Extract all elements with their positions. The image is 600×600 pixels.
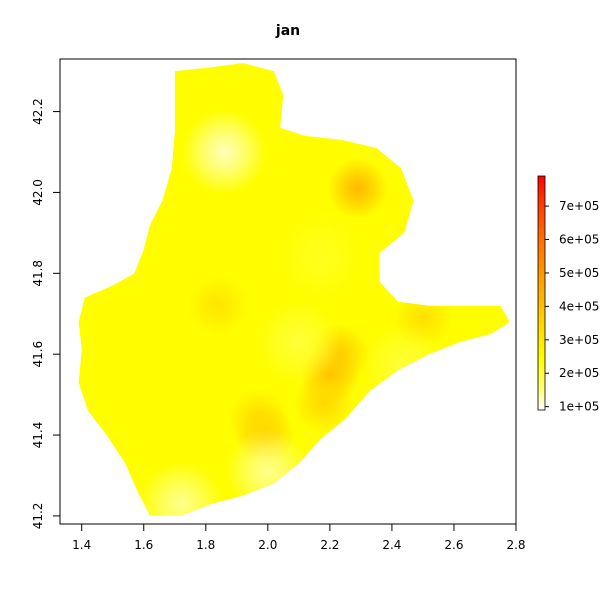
x-tick-label: 2.0 bbox=[258, 538, 277, 552]
legend-tick-label: 2e+05 bbox=[559, 366, 599, 380]
x-axis: 1.4 1.6 1.8 2.0 2.2 2.4 2.6 2.8 bbox=[72, 524, 526, 552]
legend-tick-label: 5e+05 bbox=[559, 266, 599, 280]
x-tick-label: 1.6 bbox=[134, 538, 153, 552]
x-tick-label: 1.4 bbox=[72, 538, 91, 552]
heat-hotspot bbox=[182, 110, 267, 194]
legend-tick-label: 4e+05 bbox=[559, 299, 599, 313]
color-legend: 1e+05 2e+05 3e+05 4e+05 5e+05 6e+05 7e+05 bbox=[537, 175, 599, 414]
heat-hotspot bbox=[256, 300, 341, 385]
heat-hotspot bbox=[225, 429, 310, 514]
x-tick-label: 1.8 bbox=[196, 538, 215, 552]
legend-tick-label: 3e+05 bbox=[559, 333, 599, 347]
heat-hotspot bbox=[278, 215, 363, 300]
heat-hotspot bbox=[293, 372, 354, 433]
legend-tick-label: 6e+05 bbox=[559, 233, 599, 247]
x-tick-label: 2.2 bbox=[320, 538, 339, 552]
heat-hotspot bbox=[188, 275, 249, 336]
x-tick-label: 2.4 bbox=[382, 538, 401, 552]
heat-hotspot bbox=[138, 461, 223, 516]
legend-tick-label: 7e+05 bbox=[559, 199, 599, 213]
heatmap-region bbox=[78, 63, 510, 516]
x-tick-label: 2.8 bbox=[506, 538, 525, 552]
y-tick-label: 41.4 bbox=[31, 422, 45, 449]
y-tick-label: 42.2 bbox=[31, 98, 45, 125]
plot-title: jan bbox=[275, 23, 300, 39]
y-tick-label: 41.8 bbox=[31, 260, 45, 287]
heat-hotspot bbox=[362, 324, 447, 409]
x-tick-label: 2.6 bbox=[444, 538, 463, 552]
legend-tick-label: 1e+05 bbox=[559, 400, 599, 414]
y-tick-label: 42.0 bbox=[31, 179, 45, 206]
plot-frame bbox=[59, 58, 517, 525]
heat-hotspot bbox=[327, 158, 388, 219]
y-tick-label: 41.6 bbox=[31, 341, 45, 368]
y-tick-label: 41.2 bbox=[31, 503, 45, 530]
legend-colorbar bbox=[537, 175, 546, 411]
y-axis: 41.2 41.4 41.6 41.8 42.0 42.2 bbox=[31, 98, 60, 529]
